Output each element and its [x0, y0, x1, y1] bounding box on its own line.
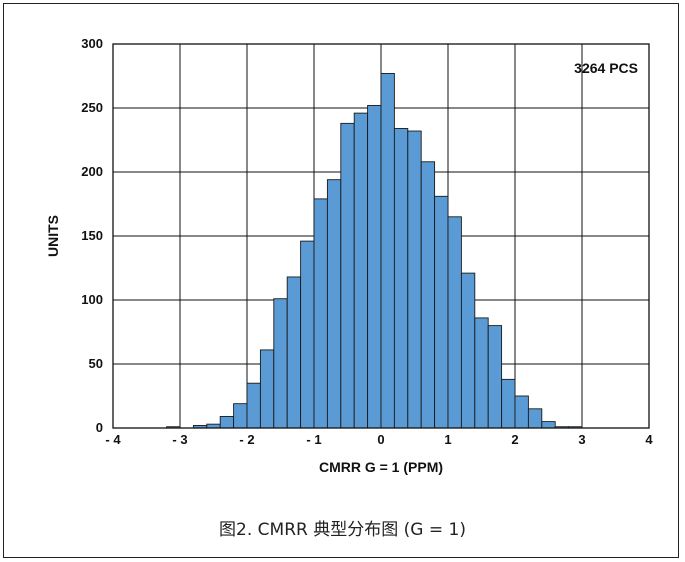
histogram-bar	[474, 317, 489, 429]
histogram-chart: - 4 - 3 - 2 - 1 0 1 2 3 4 0 50 100 150 200 250 300 UNIT…	[45, 36, 653, 475]
x-axis-title: CMRR G = 1 (PPM)	[319, 459, 443, 475]
x-tick-label: 3	[578, 432, 585, 447]
y-tick-label: 50	[89, 356, 103, 371]
plot-area-border	[112, 43, 650, 429]
histogram-bar	[541, 421, 556, 429]
histogram-bar	[434, 195, 449, 429]
units-count-annotation: 3264 PCS	[574, 60, 638, 76]
x-tick-label: 4	[645, 432, 653, 447]
histogram-bar	[514, 395, 529, 429]
tick-labels-layer: - 4 - 3 - 2 - 1 0 1 2 3 4 0 50 100 150 200 250 300	[81, 36, 653, 447]
histogram-bar	[501, 378, 516, 429]
histogram-bar	[313, 198, 328, 429]
histogram-bar	[233, 403, 248, 429]
histogram-bar	[326, 179, 342, 429]
y-axis-title: UNITS	[45, 215, 61, 257]
histogram-bar	[219, 416, 235, 429]
histogram-bar	[340, 122, 355, 429]
histogram-bar	[447, 216, 462, 429]
axes-layer	[112, 43, 650, 429]
y-tick-label: 250	[81, 100, 103, 115]
x-tick-label: - 2	[239, 432, 254, 447]
histogram-bar	[420, 161, 436, 429]
y-tick-label: 0	[96, 420, 103, 435]
histogram-bar	[527, 408, 543, 429]
x-tick-label: - 4	[105, 432, 121, 447]
histogram-bar	[487, 325, 503, 429]
histogram-bar	[300, 240, 315, 429]
bars-layer	[166, 72, 583, 429]
x-tick-label: - 1	[306, 432, 321, 447]
y-tick-label: 300	[81, 36, 103, 51]
histogram-bar	[246, 382, 261, 429]
x-tick-label: 2	[511, 432, 518, 447]
x-tick-label: - 3	[172, 432, 187, 447]
x-tick-label: 0	[377, 432, 384, 447]
y-tick-label: 100	[81, 292, 103, 307]
histogram-bar	[407, 130, 422, 429]
figure-caption: 图2. CMRR 典型分布图 (G = 1)	[219, 520, 466, 540]
histogram-bar	[353, 112, 369, 429]
histogram-bar	[393, 128, 409, 429]
histogram-bar	[460, 272, 476, 429]
figure-frame	[3, 3, 679, 558]
y-tick-label: 200	[81, 164, 103, 179]
histogram-bar	[286, 276, 302, 429]
histogram-bar	[367, 104, 382, 429]
x-tick-label: 1	[444, 432, 451, 447]
histogram-bar	[259, 349, 275, 429]
histogram-bar	[273, 298, 288, 429]
y-tick-label: 150	[81, 228, 103, 243]
histogram-bar	[380, 72, 395, 429]
